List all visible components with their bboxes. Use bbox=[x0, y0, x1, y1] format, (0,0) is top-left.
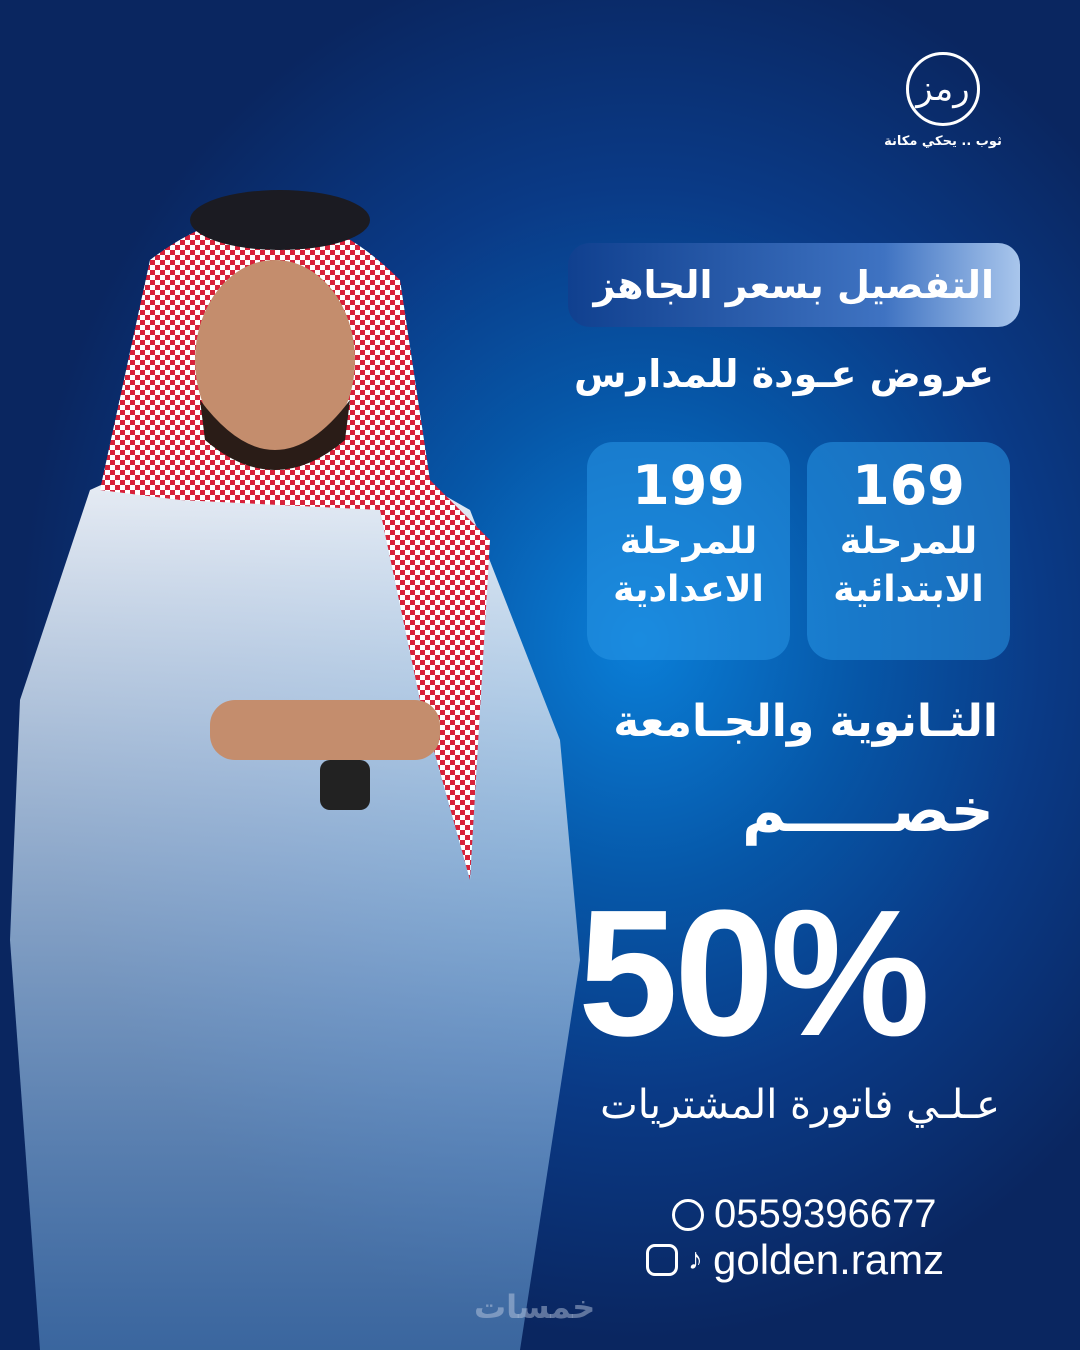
handle-text: golden.ramz bbox=[713, 1236, 945, 1283]
logo-mark: رمز bbox=[906, 52, 980, 126]
man-in-thobe-photo bbox=[10, 190, 580, 1350]
offer-price: 169 bbox=[852, 454, 965, 517]
offer-card-primary: 169 للمرحلة الابتدائية bbox=[807, 442, 1010, 660]
logo-text: رمز bbox=[916, 69, 970, 109]
discount-value: 50% bbox=[578, 873, 930, 1074]
phone-contact[interactable]: 0559396677 bbox=[672, 1192, 936, 1237]
offer-label: للمرحلة bbox=[619, 521, 758, 562]
offer-label: للمرحلة bbox=[839, 521, 978, 562]
headline-banner: التفصيل بسعر الجاهز bbox=[568, 243, 1020, 327]
tiktok-icon: ♪ bbox=[688, 1243, 703, 1276]
phone-number: 0559396677 bbox=[714, 1192, 937, 1236]
offer-stage: الاعدادية bbox=[613, 569, 764, 610]
offer-price: 199 bbox=[632, 454, 745, 517]
discount-word: خصـــــم bbox=[742, 776, 994, 846]
discount-note: عـلـي فاتورة المشتريات bbox=[600, 1082, 1000, 1128]
offer-stage: الابتدائية bbox=[833, 569, 984, 610]
headline: التفصيل بسعر الجاهز bbox=[593, 263, 994, 307]
social-handle[interactable]: ♪ golden.ramz bbox=[646, 1236, 944, 1284]
whatsapp-icon bbox=[672, 1198, 704, 1231]
brand-logo: رمز ثوب .. يحكي مكانة bbox=[878, 52, 1008, 149]
subheadline: عروض عـودة للمدارس bbox=[573, 352, 994, 396]
brand-tagline: ثوب .. يحكي مكانة bbox=[884, 134, 1002, 149]
secondary-line: الثـانوية والجـامعة bbox=[613, 696, 998, 747]
instagram-icon bbox=[646, 1244, 678, 1276]
watermark: خمسات bbox=[474, 1288, 596, 1326]
offer-card-middle: 199 للمرحلة الاعدادية bbox=[587, 442, 790, 660]
